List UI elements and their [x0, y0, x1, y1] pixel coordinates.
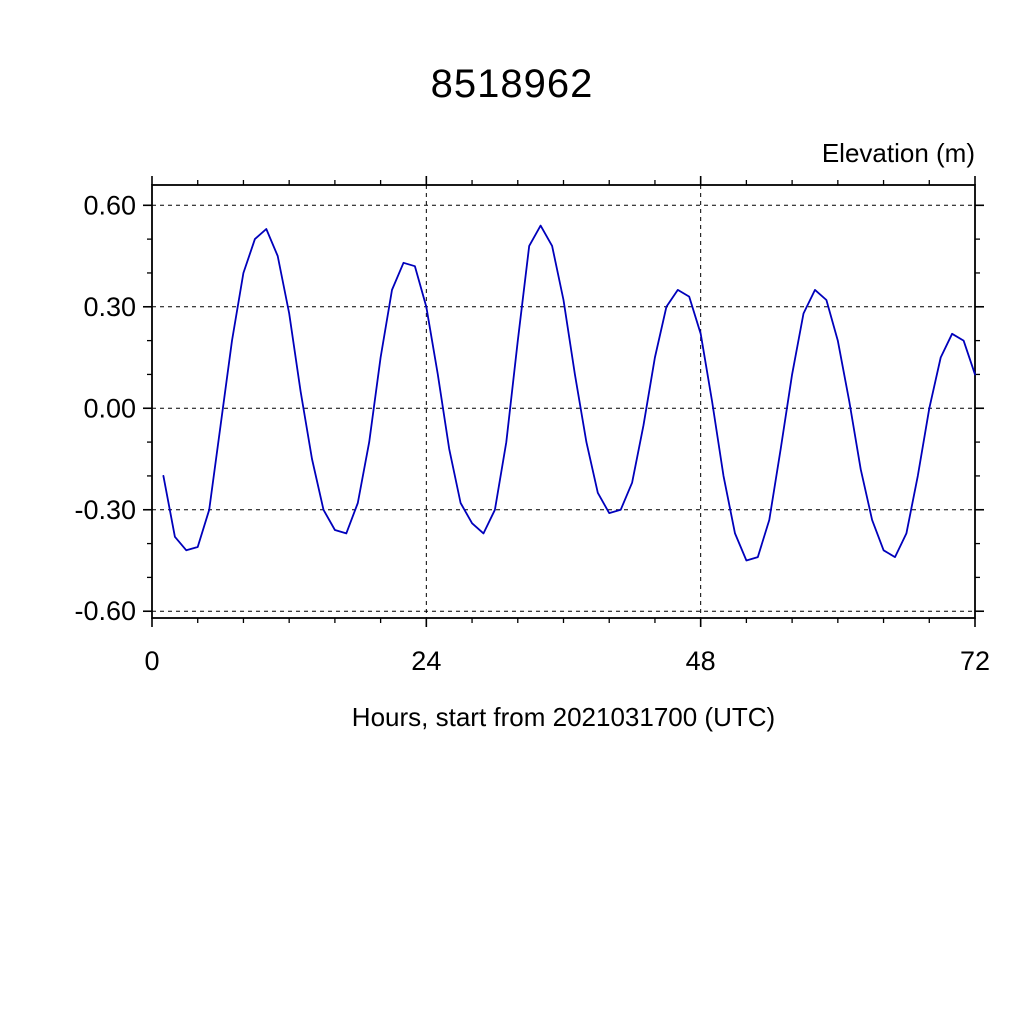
y-tick-label: 0.60 — [83, 190, 136, 220]
chart-title: 8518962 — [430, 62, 594, 106]
x-tick-label: 72 — [960, 646, 990, 676]
y-axis-label: Elevation (m) — [821, 138, 975, 168]
x-axis-label: Hours, start from 2021031700 (UTC) — [351, 702, 776, 732]
y-tick-label: 0.00 — [83, 393, 136, 423]
x-tick-label: 0 — [144, 646, 159, 676]
plot-frame — [151, 184, 976, 619]
y-tick-label: 0.30 — [83, 292, 136, 322]
elevation-series-line — [162, 224, 976, 562]
x-tick-label: 24 — [411, 646, 441, 676]
y-tick-label: -0.30 — [74, 495, 136, 525]
y-tick-label: -0.60 — [74, 596, 136, 626]
tide-elevation-plot: 0 24 48 72 -0.60 -0.30 0.00 0.30 0.60 — [74, 176, 990, 676]
x-tick-label: 48 — [686, 646, 716, 676]
